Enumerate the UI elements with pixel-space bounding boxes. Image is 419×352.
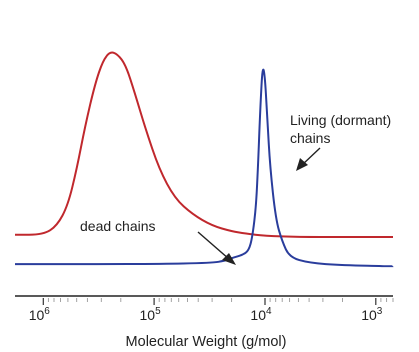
annotation-living-chains-line2: chains (290, 130, 330, 146)
series-line-1 (15, 68, 394, 268)
annotation-dead-chains: dead chains (80, 218, 156, 234)
annotation-living-chains-line1: Living (dormant) (290, 112, 391, 128)
x-axis-tick-labels: 106 105 104 103 (29, 306, 383, 323)
x-axis-label: Molecular Weight (g/mol) (126, 334, 287, 350)
x-axis-ticks (42, 298, 394, 305)
series-line-0 (15, 51, 393, 238)
tick-label-3: 103 (361, 306, 383, 323)
series-layer (15, 51, 394, 268)
tick-label-2: 104 (250, 306, 272, 323)
tick-label-1: 105 (140, 306, 162, 323)
dead-chains-arrow (197, 231, 236, 265)
living-chains-arrow (296, 147, 321, 171)
tick-label-0: 106 (29, 306, 51, 323)
